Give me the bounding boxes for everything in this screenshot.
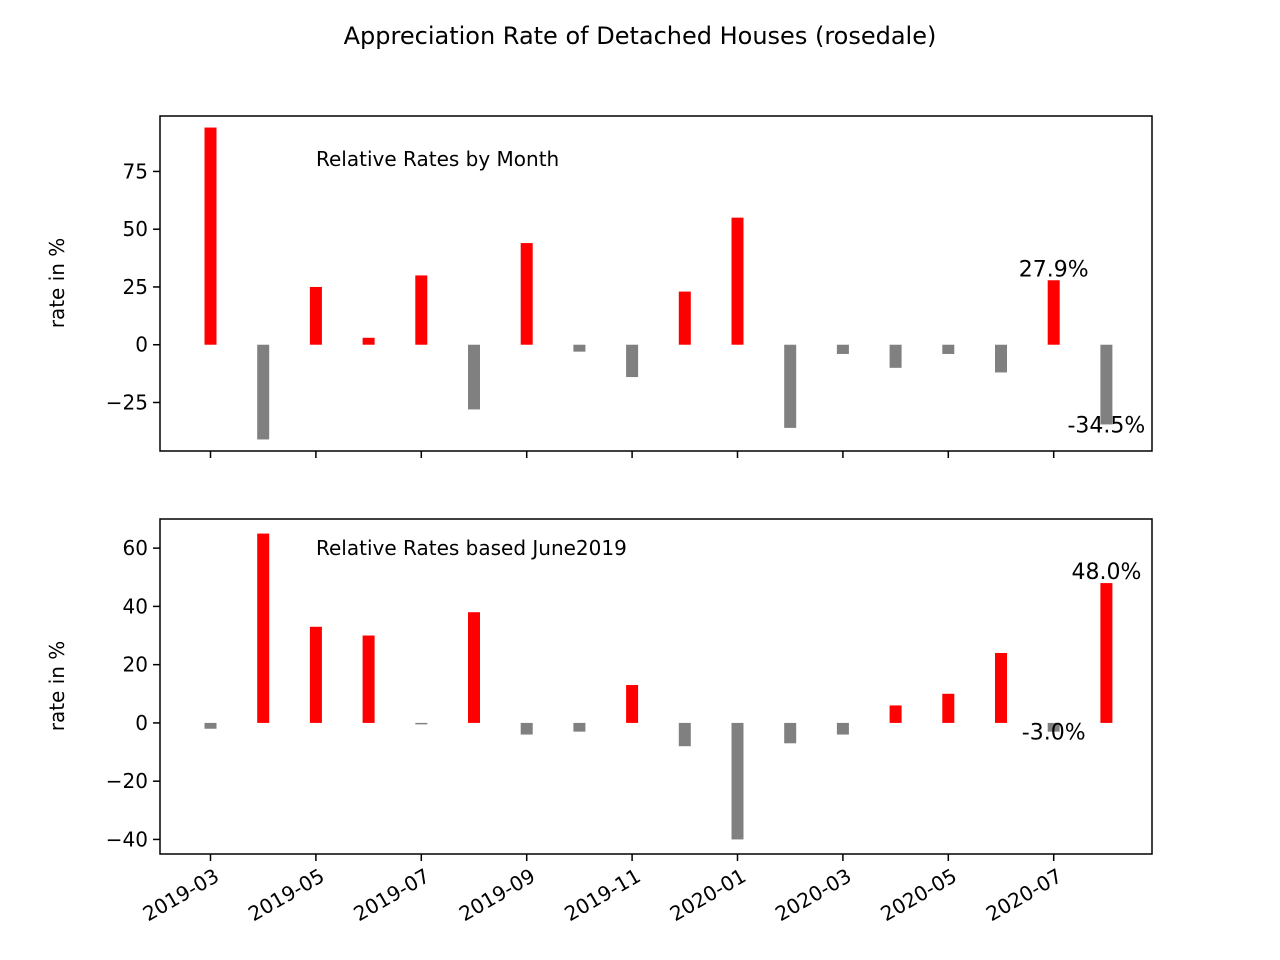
bar-2020-02 xyxy=(784,722,797,744)
bar-2019-10 xyxy=(573,722,586,732)
data-label: -34.5% xyxy=(1067,413,1145,438)
bar-2019-04 xyxy=(257,533,270,723)
bottom-panel-annotation: Relative Rates based June2019 xyxy=(316,536,627,560)
x-tick-label: 2019-07 xyxy=(349,864,433,927)
bottom-panel: Relative Rates based June2019 rate in % … xyxy=(45,518,1153,927)
bar-2019-11 xyxy=(626,344,639,378)
bar-2019-05 xyxy=(309,286,322,345)
bar-2020-08 xyxy=(1100,344,1113,425)
bar-2019-09 xyxy=(520,722,533,735)
bar-2019-03 xyxy=(204,127,217,345)
x-tick-label: 2020-05 xyxy=(876,864,960,927)
bar-2019-10 xyxy=(573,344,586,352)
x-tick-label: 2019-09 xyxy=(455,864,539,927)
bar-2020-01 xyxy=(731,217,744,345)
bar-2019-09 xyxy=(520,243,533,345)
bar-2019-12 xyxy=(678,722,691,747)
bar-2019-08 xyxy=(468,344,480,410)
bar-2019-06 xyxy=(362,635,375,723)
bar-2020-04 xyxy=(889,344,902,368)
bar-2020-08 xyxy=(1100,583,1113,723)
top-panel: Relative Rates by Month rate in % 27.9% -… xyxy=(45,115,1153,458)
y-tick-label: 40 xyxy=(123,594,148,618)
x-tick-label: 2020-07 xyxy=(982,864,1066,927)
bar-2020-03 xyxy=(836,722,849,735)
bar-2019-08 xyxy=(468,612,480,723)
bar-2020-07 xyxy=(1047,722,1060,732)
bar-2019-12 xyxy=(678,291,691,345)
bottom-panel-ylabel: rate in % xyxy=(45,641,69,732)
data-label: -3.0% xyxy=(1022,721,1086,746)
y-tick-label: 20 xyxy=(123,653,148,677)
plot-frame xyxy=(159,518,1153,855)
top-panel-annotation: Relative Rates by Month xyxy=(316,147,559,171)
bar-2019-06 xyxy=(362,337,375,345)
y-tick-label: −20 xyxy=(106,769,148,793)
bar-2020-02 xyxy=(784,344,797,428)
bar-2020-01 xyxy=(731,722,744,840)
data-label: 48.0% xyxy=(1071,560,1141,585)
bar-2019-11 xyxy=(626,685,639,723)
x-tick-label: 2020-03 xyxy=(771,864,855,927)
top-panel-ylabel: rate in % xyxy=(45,238,69,329)
bar-2019-07 xyxy=(415,275,428,345)
x-tick-label: 2019-03 xyxy=(139,864,223,927)
bar-2019-04 xyxy=(257,344,270,440)
y-tick-label: 25 xyxy=(123,275,148,299)
bar-2020-04 xyxy=(889,705,902,723)
y-tick-label: 75 xyxy=(123,159,148,183)
bar-2019-05 xyxy=(309,626,322,723)
bar-2020-06 xyxy=(995,344,1007,373)
bar-2020-05 xyxy=(942,344,955,354)
bar-2020-06 xyxy=(995,653,1007,723)
x-tick-label: 2020-01 xyxy=(666,864,750,927)
bar-2019-03 xyxy=(204,722,217,729)
y-tick-label: 0 xyxy=(135,333,148,357)
bar-2020-05 xyxy=(942,693,955,723)
plot-frame xyxy=(159,115,1153,452)
bar-2019-07 xyxy=(415,722,428,725)
data-label: 27.9% xyxy=(1019,257,1089,282)
y-tick-label: 60 xyxy=(123,536,148,560)
y-tick-label: −40 xyxy=(106,827,148,851)
x-tick-label: 2019-05 xyxy=(244,864,328,927)
y-tick-label: 50 xyxy=(123,217,148,241)
bar-2020-07 xyxy=(1047,280,1060,345)
x-tick-label: 2019-11 xyxy=(560,864,644,927)
y-tick-label: 0 xyxy=(135,711,148,735)
y-tick-label: −25 xyxy=(106,390,148,414)
bar-2020-03 xyxy=(836,344,849,354)
chart-title: Appreciation Rate of Detached Houses (ro… xyxy=(344,22,937,50)
